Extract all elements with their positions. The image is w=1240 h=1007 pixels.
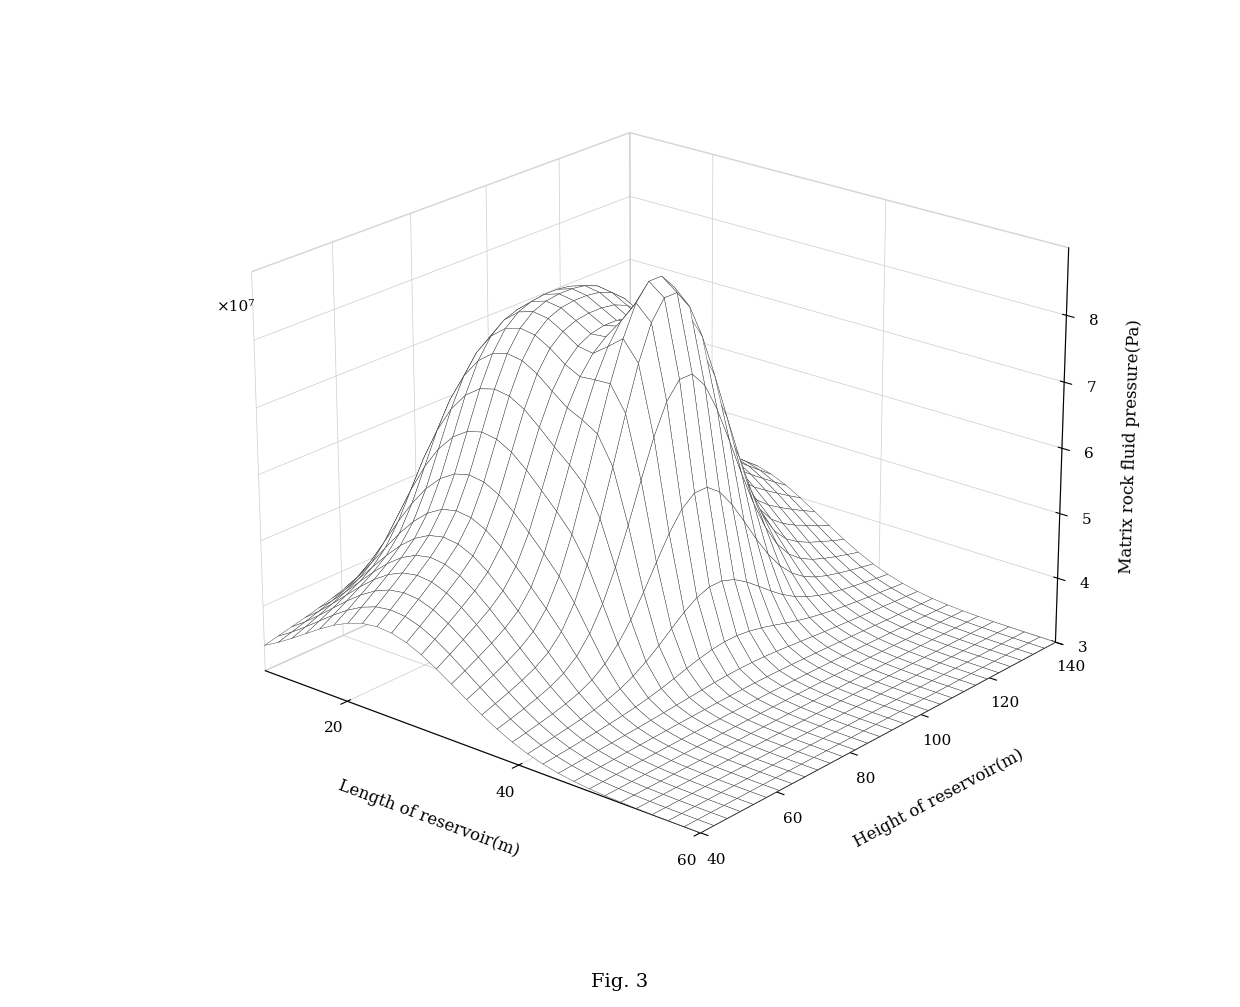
Text: Fig. 3: Fig. 3	[591, 973, 649, 991]
Text: ×10⁷: ×10⁷	[217, 300, 255, 314]
X-axis label: Length of reservoir(m): Length of reservoir(m)	[336, 777, 522, 860]
Y-axis label: Height of reservoir(m): Height of reservoir(m)	[852, 746, 1027, 851]
